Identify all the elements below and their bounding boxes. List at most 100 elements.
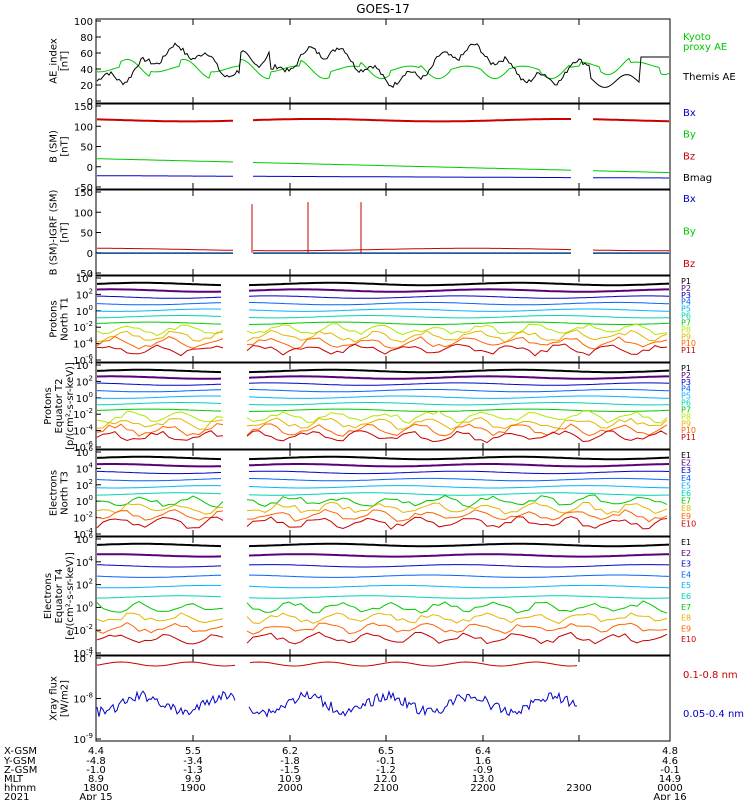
y-axis-label: B (SM) bbox=[49, 130, 60, 163]
legend-entry: P4 bbox=[681, 385, 691, 394]
y-axis-label: AE_index bbox=[49, 38, 60, 84]
plot-title: GOES-17 bbox=[356, 2, 410, 16]
series-p6 bbox=[248, 315, 670, 319]
panel-curves bbox=[96, 455, 670, 530]
series-p7 bbox=[96, 321, 222, 325]
series-long-channel bbox=[96, 661, 236, 667]
series-p10 bbox=[247, 336, 668, 350]
series-e8 bbox=[246, 501, 668, 515]
series-themis-ae bbox=[96, 42, 669, 88]
series-e2 bbox=[248, 463, 670, 468]
series-e1 bbox=[96, 455, 222, 461]
legend-entry: P1 bbox=[681, 364, 691, 373]
legend-entry: 0.1-0.8 nm bbox=[683, 670, 738, 681]
ephemeris-value: Apr 15 bbox=[79, 792, 112, 800]
y-axis-label: North T1 bbox=[60, 297, 71, 341]
legend-entry: E10 bbox=[681, 519, 696, 528]
legend-entry: P6 bbox=[681, 399, 691, 408]
series-by bbox=[97, 158, 234, 163]
series-p5 bbox=[248, 308, 670, 312]
y-axis-label: North T3 bbox=[60, 471, 71, 515]
legend-entry: E5 bbox=[681, 581, 691, 590]
legend-entry: E3 bbox=[681, 466, 691, 475]
series-p11 bbox=[246, 430, 668, 444]
series-e10 bbox=[246, 516, 668, 530]
series-e4 bbox=[96, 574, 222, 578]
legend-entry: E2 bbox=[681, 549, 691, 558]
ephemeris-row-label: X-GSM bbox=[4, 746, 37, 757]
series-p2 bbox=[248, 375, 669, 380]
series-e10 bbox=[246, 631, 668, 645]
y-tick-label: 104 bbox=[76, 555, 94, 569]
series-p4 bbox=[249, 301, 670, 306]
ephemeris-row-label: Y-GSM bbox=[3, 756, 36, 767]
legend-entry: P5 bbox=[681, 392, 691, 401]
series-bz bbox=[592, 118, 669, 123]
series-e4 bbox=[96, 478, 222, 482]
legend-entry: Bz bbox=[683, 151, 695, 162]
series-e6 bbox=[96, 492, 222, 496]
panel-frame bbox=[95, 536, 671, 656]
series-e2 bbox=[97, 553, 222, 558]
series-bz bbox=[592, 249, 669, 252]
y-axis-label: Protons bbox=[49, 300, 60, 337]
legend-entry: P1 bbox=[681, 277, 691, 286]
legend-entry: E9 bbox=[681, 512, 691, 521]
series-p10 bbox=[246, 423, 668, 437]
series-p10 bbox=[96, 423, 224, 437]
ephemeris-value: 1900 bbox=[180, 783, 205, 794]
y-tick-label: 10-4 bbox=[73, 337, 93, 351]
panel-curves bbox=[96, 542, 670, 645]
series-by bbox=[592, 170, 670, 174]
legend-entry: P11 bbox=[681, 346, 696, 355]
panel-curves bbox=[97, 202, 669, 254]
panel-curves bbox=[96, 661, 578, 718]
panel-frame bbox=[95, 362, 671, 450]
series-by bbox=[253, 162, 572, 171]
ephemeris-value: 14.9 bbox=[659, 774, 681, 785]
panel-curves bbox=[96, 368, 670, 444]
series-p1 bbox=[248, 281, 670, 287]
y-axis-label: [nT] bbox=[60, 222, 71, 242]
legend-entry: E7 bbox=[681, 497, 691, 506]
ephemeris-value: 4.4 bbox=[88, 746, 104, 757]
panel-frame bbox=[95, 18, 671, 104]
ephemeris-value: Apr 16 bbox=[653, 792, 686, 800]
series-p2 bbox=[96, 288, 222, 293]
series-p1 bbox=[96, 281, 222, 287]
panel-curves bbox=[96, 281, 670, 357]
y-tick-label: 10-8 bbox=[73, 692, 93, 706]
series-e1 bbox=[248, 455, 670, 461]
y-tick-label: 10-2 bbox=[73, 623, 93, 637]
legend-entry: P3 bbox=[681, 378, 691, 387]
ephemeris-value: -0.1 bbox=[376, 756, 396, 767]
y-tick-label: 0 bbox=[87, 163, 93, 174]
series-bx bbox=[97, 175, 233, 177]
series-bz bbox=[253, 118, 571, 123]
ephemeris-value: 6.2 bbox=[282, 746, 298, 757]
ephemeris-value: 12.0 bbox=[375, 774, 397, 785]
series-p11 bbox=[96, 430, 224, 442]
y-axis-label: Xray flux bbox=[49, 676, 60, 721]
y-tick-label: 100 bbox=[76, 391, 93, 405]
ephemeris-value: 6.5 bbox=[378, 746, 394, 757]
series-p2 bbox=[248, 288, 669, 293]
y-tick-label: 50 bbox=[80, 229, 93, 240]
y-tick-label: 100 bbox=[74, 208, 93, 219]
legend-entry: P4 bbox=[681, 298, 691, 307]
y-tick-label: 100 bbox=[76, 600, 93, 614]
series-e5 bbox=[248, 485, 670, 489]
y-tick-label: 10-2 bbox=[73, 511, 93, 525]
series-kyoto-proxy-ae bbox=[96, 57, 670, 80]
series-e1 bbox=[248, 542, 670, 548]
ephemeris-value: 13.0 bbox=[472, 774, 494, 785]
series-p7 bbox=[248, 408, 670, 412]
series-p11 bbox=[96, 344, 224, 357]
y-tick-label: 150 bbox=[74, 102, 93, 113]
series-e3 bbox=[97, 470, 222, 475]
series-e10 bbox=[96, 516, 224, 529]
series-p6 bbox=[97, 402, 222, 406]
